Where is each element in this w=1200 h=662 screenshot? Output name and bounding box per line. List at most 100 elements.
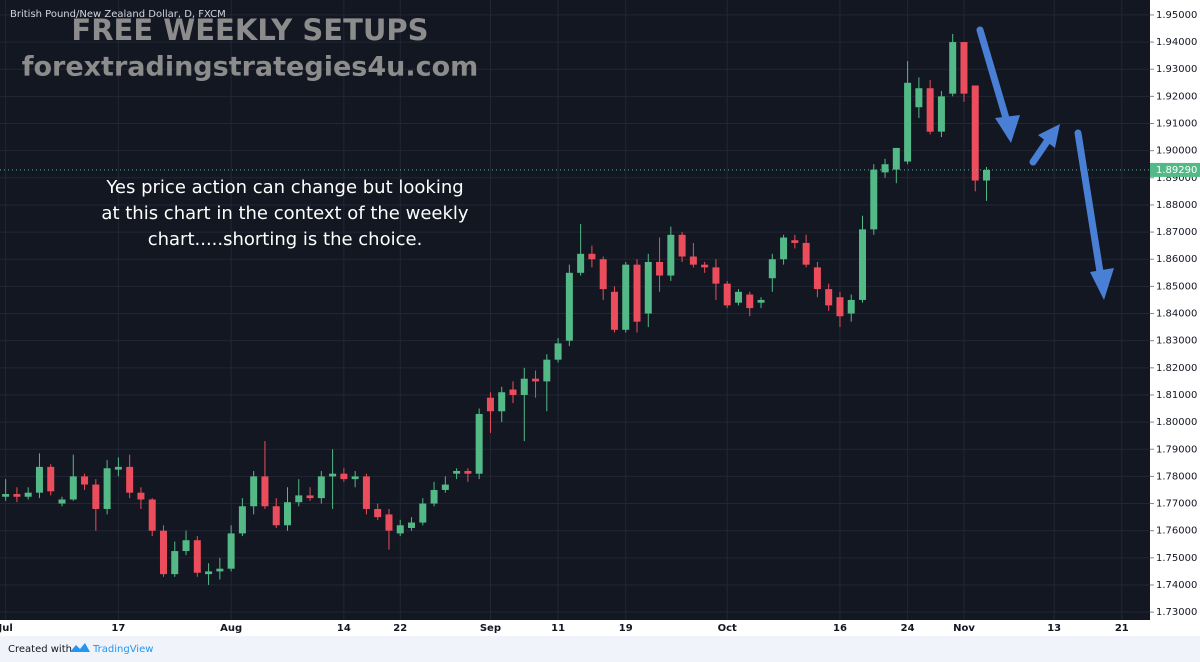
candle-body: [780, 237, 788, 260]
footer-background: [0, 636, 1200, 662]
candle-body: [712, 267, 720, 284]
candle-body: [430, 489, 438, 504]
watermark: forextradingstrategies4u.com: [22, 52, 479, 83]
candle-body: [24, 492, 32, 497]
candle-body: [892, 147, 900, 170]
y-tick-label: 1.76000: [1156, 526, 1197, 537]
candle-body: [960, 42, 968, 94]
price-axis-background: [1150, 0, 1200, 636]
candle-body: [633, 264, 641, 322]
arrows: [976, 26, 1114, 300]
candle-body: [441, 484, 449, 490]
candles: [2, 33, 991, 585]
candle-body: [543, 359, 551, 382]
x-tick-label: Oct: [718, 623, 737, 634]
candle-body: [746, 294, 754, 309]
candle-body: [836, 297, 844, 317]
candle-body: [915, 88, 923, 108]
y-tick-label: 1.82000: [1156, 363, 1197, 374]
candle-body: [250, 476, 258, 507]
footer-brand[interactable]: TradingView: [92, 644, 153, 655]
candle-body: [949, 42, 957, 94]
last-price-box: [1150, 162, 1200, 177]
candle-body: [148, 499, 156, 531]
candle-body: [859, 229, 866, 300]
candle-body: [408, 522, 416, 528]
footer-text: Created with: [8, 644, 72, 655]
candle-body: [362, 476, 370, 509]
y-tick-label: 1.87000: [1156, 227, 1197, 238]
chart-title: British Pound/New Zealand Dollar, D, FXC…: [10, 9, 226, 20]
y-tick-label: 1.81000: [1156, 390, 1197, 401]
candle-body: [126, 466, 134, 493]
candle-body: [351, 476, 359, 480]
candle-body: [498, 392, 506, 412]
grid: [0, 0, 1150, 620]
candle-body: [159, 530, 167, 575]
x-tick-label: 17: [111, 623, 125, 634]
y-tick-label: 1.92000: [1156, 91, 1197, 102]
y-tick-label: 1.75000: [1156, 553, 1197, 564]
candle-body: [2, 494, 10, 497]
candle-body: [329, 473, 337, 477]
candle-body: [554, 343, 562, 360]
y-tick-label: 1.86000: [1156, 254, 1197, 265]
candle-body: [656, 261, 664, 276]
candle-body: [689, 256, 697, 265]
candle-body: [847, 299, 855, 314]
candle-body: [565, 272, 573, 341]
y-tick-label: 1.93000: [1156, 64, 1197, 75]
candle-body: [261, 476, 269, 507]
candle-body: [464, 470, 472, 474]
candle-body: [317, 476, 325, 499]
candle-body: [971, 85, 979, 181]
candle-body: [284, 502, 291, 526]
candle-body: [238, 506, 246, 534]
candle-body: [644, 261, 652, 314]
last-price-label: 1.89290: [1156, 165, 1197, 176]
candle-body: [114, 466, 122, 470]
candle-body: [904, 82, 912, 162]
annotation: chart.....shorting is the choice.: [148, 229, 423, 250]
arrowhead: [995, 115, 1020, 143]
arrowhead: [1090, 268, 1114, 300]
candle-body: [81, 476, 89, 485]
x-tick-label: Nov: [953, 623, 975, 634]
candle-body: [678, 234, 686, 257]
candle-body: [532, 378, 540, 382]
candle-body: [768, 259, 776, 279]
candle-body: [701, 264, 709, 268]
candle-body: [103, 468, 111, 509]
y-tick-label: 1.88000: [1156, 200, 1197, 211]
y-tick-label: 1.83000: [1156, 336, 1197, 347]
candle-body: [791, 240, 799, 243]
x-tick-label: 19: [619, 623, 633, 634]
x-tick-label: 11: [551, 623, 565, 634]
y-tick-label: 1.95000: [1156, 10, 1197, 21]
candle-body: [306, 495, 314, 499]
x-tick-label: 14: [337, 623, 351, 634]
candle-body: [385, 514, 393, 531]
time-axis-background: [0, 620, 1150, 636]
candle-body: [475, 413, 483, 474]
y-tick-label: 1.80000: [1156, 417, 1197, 428]
y-tick-label: 1.84000: [1156, 309, 1197, 320]
candle-body: [295, 495, 303, 503]
candle-body: [272, 506, 280, 526]
axes: 1.73000 1.74000 1.75000 1.76000 1.77000 1.780…: [0, 10, 1200, 634]
candle-body: [723, 283, 731, 306]
candle-body: [171, 551, 179, 575]
y-tick-label: 1.79000: [1156, 444, 1197, 455]
candle-body: [622, 264, 630, 330]
candle-body: [137, 492, 145, 500]
x-tick-label: 13: [1047, 623, 1061, 634]
y-tick-label: 1.91000: [1156, 119, 1197, 130]
candle-body: [374, 508, 382, 518]
x-tick-label: 22: [393, 623, 407, 634]
y-tick-label: 1.73000: [1156, 607, 1197, 618]
y-tick-label: 1.85000: [1156, 281, 1197, 292]
watermark: FREE WEEKLY SETUPS: [71, 13, 428, 47]
candle-body: [47, 466, 55, 492]
y-tick-label: 1.90000: [1156, 146, 1197, 157]
